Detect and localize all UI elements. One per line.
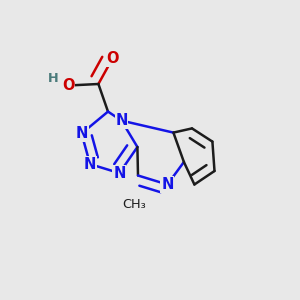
- Text: N: N: [84, 157, 96, 172]
- Text: N: N: [75, 126, 88, 141]
- Text: N: N: [161, 177, 174, 192]
- Text: O: O: [62, 78, 75, 93]
- Text: N: N: [115, 113, 128, 128]
- Text: N: N: [113, 166, 126, 181]
- Text: H: H: [47, 71, 58, 85]
- Text: CH₃: CH₃: [122, 198, 146, 211]
- Text: O: O: [106, 51, 119, 66]
